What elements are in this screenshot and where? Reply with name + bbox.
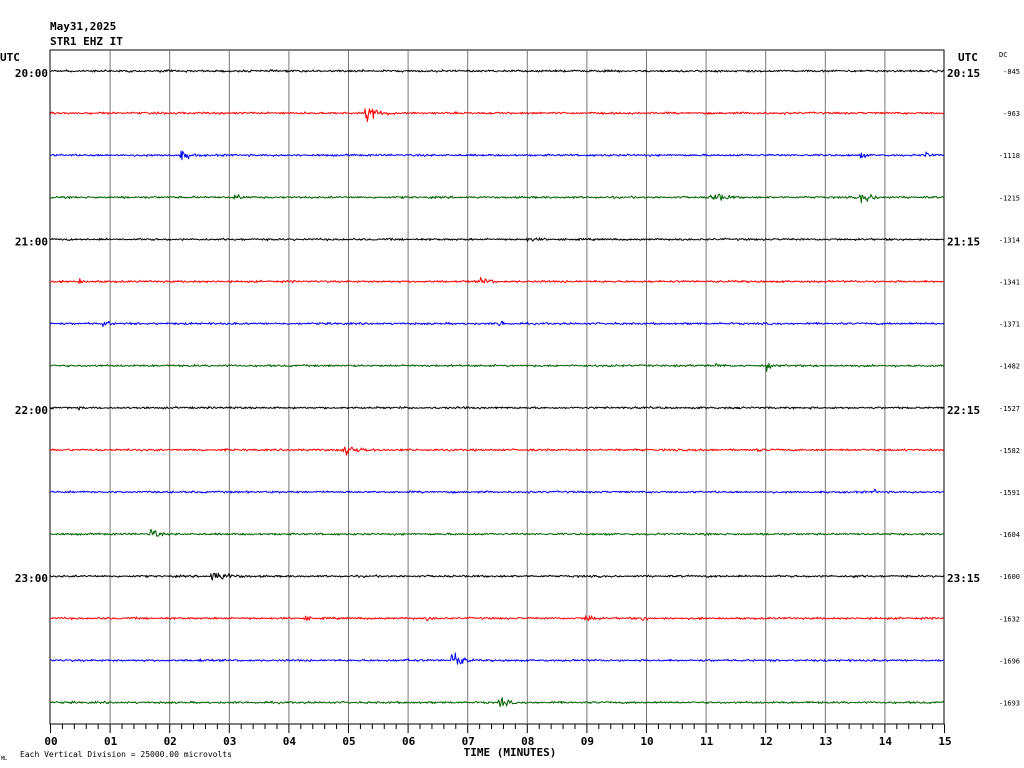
x-tick-label: 15	[938, 735, 951, 748]
chart-grid	[49, 49, 945, 725]
trace-row	[49, 488, 945, 494]
x-axis-title: TIME (MINUTES)	[464, 746, 557, 759]
dc-offset-label: -1600	[999, 573, 1020, 581]
right-timezone-label: UTC	[958, 51, 978, 64]
x-tick-label: 05	[342, 735, 355, 748]
trace-row	[49, 150, 945, 161]
dc-offset-label: -1215	[999, 194, 1020, 202]
trace-row	[49, 405, 945, 411]
right-hour-label: 21:15	[947, 235, 980, 248]
x-tick-label: 12	[760, 735, 773, 748]
x-tick-label: 02	[164, 735, 177, 748]
trace-row	[49, 446, 945, 456]
trace-row	[49, 529, 945, 537]
left-hour-label: 22:00	[15, 404, 48, 417]
right-hour-label: 22:15	[947, 404, 980, 417]
trace-row	[49, 320, 945, 327]
dc-offset-label: -1314	[999, 236, 1020, 244]
x-tick-label: 14	[879, 735, 893, 748]
dc-offset-label: -1341	[999, 279, 1020, 287]
chart-labels: 20:00 21:00 22:00 23:00 20:15 21:15 22:15 23:15…	[15, 67, 1020, 708]
dc-offset-label: -1371	[999, 321, 1020, 329]
trace-row	[49, 362, 945, 372]
x-tick-label: 01	[104, 735, 118, 748]
x-tick-label: 00	[44, 735, 57, 748]
right-hour-label: 20:15	[947, 67, 980, 80]
x-tick-label: 06	[402, 735, 416, 748]
plot-frame	[49, 49, 945, 725]
left-hour-label: 21:00	[15, 235, 48, 248]
trace-row	[49, 697, 945, 708]
x-tick-label: 13	[819, 735, 832, 748]
dc-offset-label: -1591	[999, 489, 1020, 497]
dc-offset-label: -963	[1003, 110, 1020, 118]
dc-offset-label: -1118	[999, 152, 1020, 160]
trace-row	[49, 237, 945, 242]
x-tick-label: 09	[581, 735, 594, 748]
x-tick-label: 10	[640, 735, 653, 748]
trace-row	[49, 276, 945, 284]
trace-row	[50, 615, 944, 622]
dc-offset-label: -1527	[999, 405, 1020, 413]
dc-offset-label: -845	[1003, 68, 1020, 76]
right-hour-label: 23:15	[947, 572, 980, 585]
x-tick-label: 07	[462, 735, 475, 748]
trace-row	[49, 652, 944, 665]
seismic-traces	[49, 69, 945, 708]
station-label: STR1 EHZ IT	[50, 35, 123, 48]
x-axis-ticks: 00 01 02 03 04 05 06 07 08 09 10 11 12 13 14 15	[44, 724, 952, 748]
vertical-division-note: Each Vertical Division = 25000.00 microv…	[20, 750, 232, 759]
trace-row	[49, 193, 945, 204]
dc-offset-label: -1696	[999, 657, 1020, 665]
x-tick-label: 08	[521, 735, 534, 748]
footer-mark: ML	[1, 756, 7, 762]
dc-label: DC	[999, 51, 1007, 59]
left-hour-label: 20:00	[15, 67, 48, 80]
left-hour-label: 23:00	[15, 572, 48, 585]
dc-offset-label: -1604	[999, 531, 1020, 539]
x-tick-label: 04	[283, 735, 297, 748]
trace-row	[49, 69, 945, 73]
x-tick-label: 03	[223, 735, 236, 748]
dc-offset-label: -1632	[999, 615, 1020, 623]
trace-row	[49, 108, 945, 122]
dc-offset-label: -1482	[999, 363, 1020, 371]
date-label: May31,2025	[50, 20, 117, 33]
dc-offset-label: -1693	[999, 700, 1020, 708]
x-tick-label: 11	[700, 735, 714, 748]
trace-row	[49, 572, 945, 581]
dc-offset-label: -1582	[999, 447, 1020, 455]
left-timezone-label: UTC	[0, 51, 20, 64]
